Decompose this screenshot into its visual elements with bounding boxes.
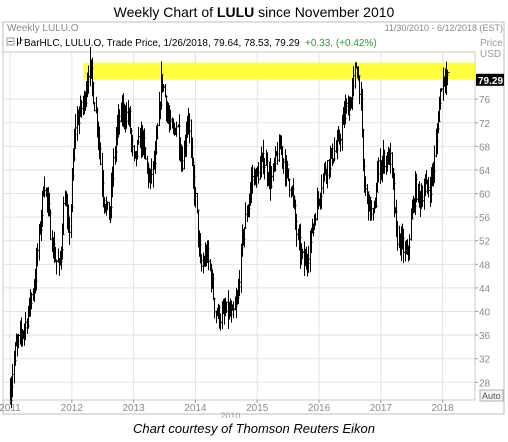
y-tick-label: 60 bbox=[479, 190, 491, 201]
x-axis: 2011 2012 2013 2014 2015 2016 2017 2018 bbox=[0, 400, 454, 414]
x-axis-sublabel: 2010 bbox=[220, 411, 240, 418]
y-tick-label: 52 bbox=[479, 237, 491, 248]
bar-chart-icon bbox=[17, 37, 23, 46]
y-tick-label: 48 bbox=[479, 260, 491, 271]
y-tick-label: 56 bbox=[479, 213, 491, 224]
title-suffix: since November 2010 bbox=[254, 4, 395, 20]
x-tick-label: 2017 bbox=[370, 403, 393, 414]
x-tick-label: 2012 bbox=[61, 403, 84, 414]
y-axis: 28 32 36 40 44 48 52 56 60 64 68 72 76 bbox=[475, 95, 491, 389]
auto-scale-label: Auto bbox=[482, 391, 501, 401]
title-ticker: LULU bbox=[216, 4, 255, 20]
x-tick-label: 2011 bbox=[0, 403, 21, 414]
x-tick-label: 2015 bbox=[246, 403, 269, 414]
y-tick-label: 36 bbox=[479, 331, 491, 342]
highlight-band bbox=[83, 62, 475, 80]
x-tick-label: 2013 bbox=[122, 403, 145, 414]
last-price-tag: 79.29 bbox=[476, 73, 504, 87]
legend-text: BarHLC, LULU.O, Trade Price, 1/26/2018, … bbox=[24, 38, 300, 49]
x-tick-label: 2014 bbox=[184, 403, 207, 414]
y-tick-label: 28 bbox=[479, 378, 491, 389]
y-tick-label: 72 bbox=[479, 119, 491, 130]
y-axis-label: Price bbox=[480, 38, 503, 49]
x-tick-label: 2016 bbox=[308, 403, 331, 414]
panel-title: Weekly LULU.O bbox=[7, 23, 79, 34]
y-unit-label: USD bbox=[480, 49, 501, 60]
date-range: 11/30/2010 - 6/12/2018 (EST) bbox=[385, 23, 503, 33]
y-tick-label: 44 bbox=[479, 284, 491, 295]
y-tick-label: 32 bbox=[479, 355, 491, 366]
legend-change: +0.33, (+0.42%) bbox=[305, 38, 377, 49]
legend: BarHLC, LULU.O, Trade Price, 1/26/2018, … bbox=[6, 37, 377, 49]
highlight-band-layer bbox=[83, 62, 475, 80]
auto-scale-button[interactable]: Auto bbox=[479, 389, 504, 402]
chart-title: Weekly Chart of LULU since November 2010 bbox=[0, 4, 508, 20]
x-tick-label: 2018 bbox=[432, 403, 455, 414]
ohlc-bars bbox=[10, 46, 450, 409]
y-tick-label: 68 bbox=[479, 142, 491, 153]
last-price-value: 79.29 bbox=[478, 76, 503, 87]
y-tick-label: 64 bbox=[479, 166, 491, 177]
plot-area bbox=[2, 51, 476, 401]
y-tick-label: 76 bbox=[479, 95, 491, 106]
y-tick-label: 40 bbox=[479, 308, 491, 319]
title-prefix: Weekly Chart of bbox=[113, 4, 217, 20]
chart-caption: Chart courtesy of Thomson Reuters Eikon bbox=[132, 421, 376, 436]
